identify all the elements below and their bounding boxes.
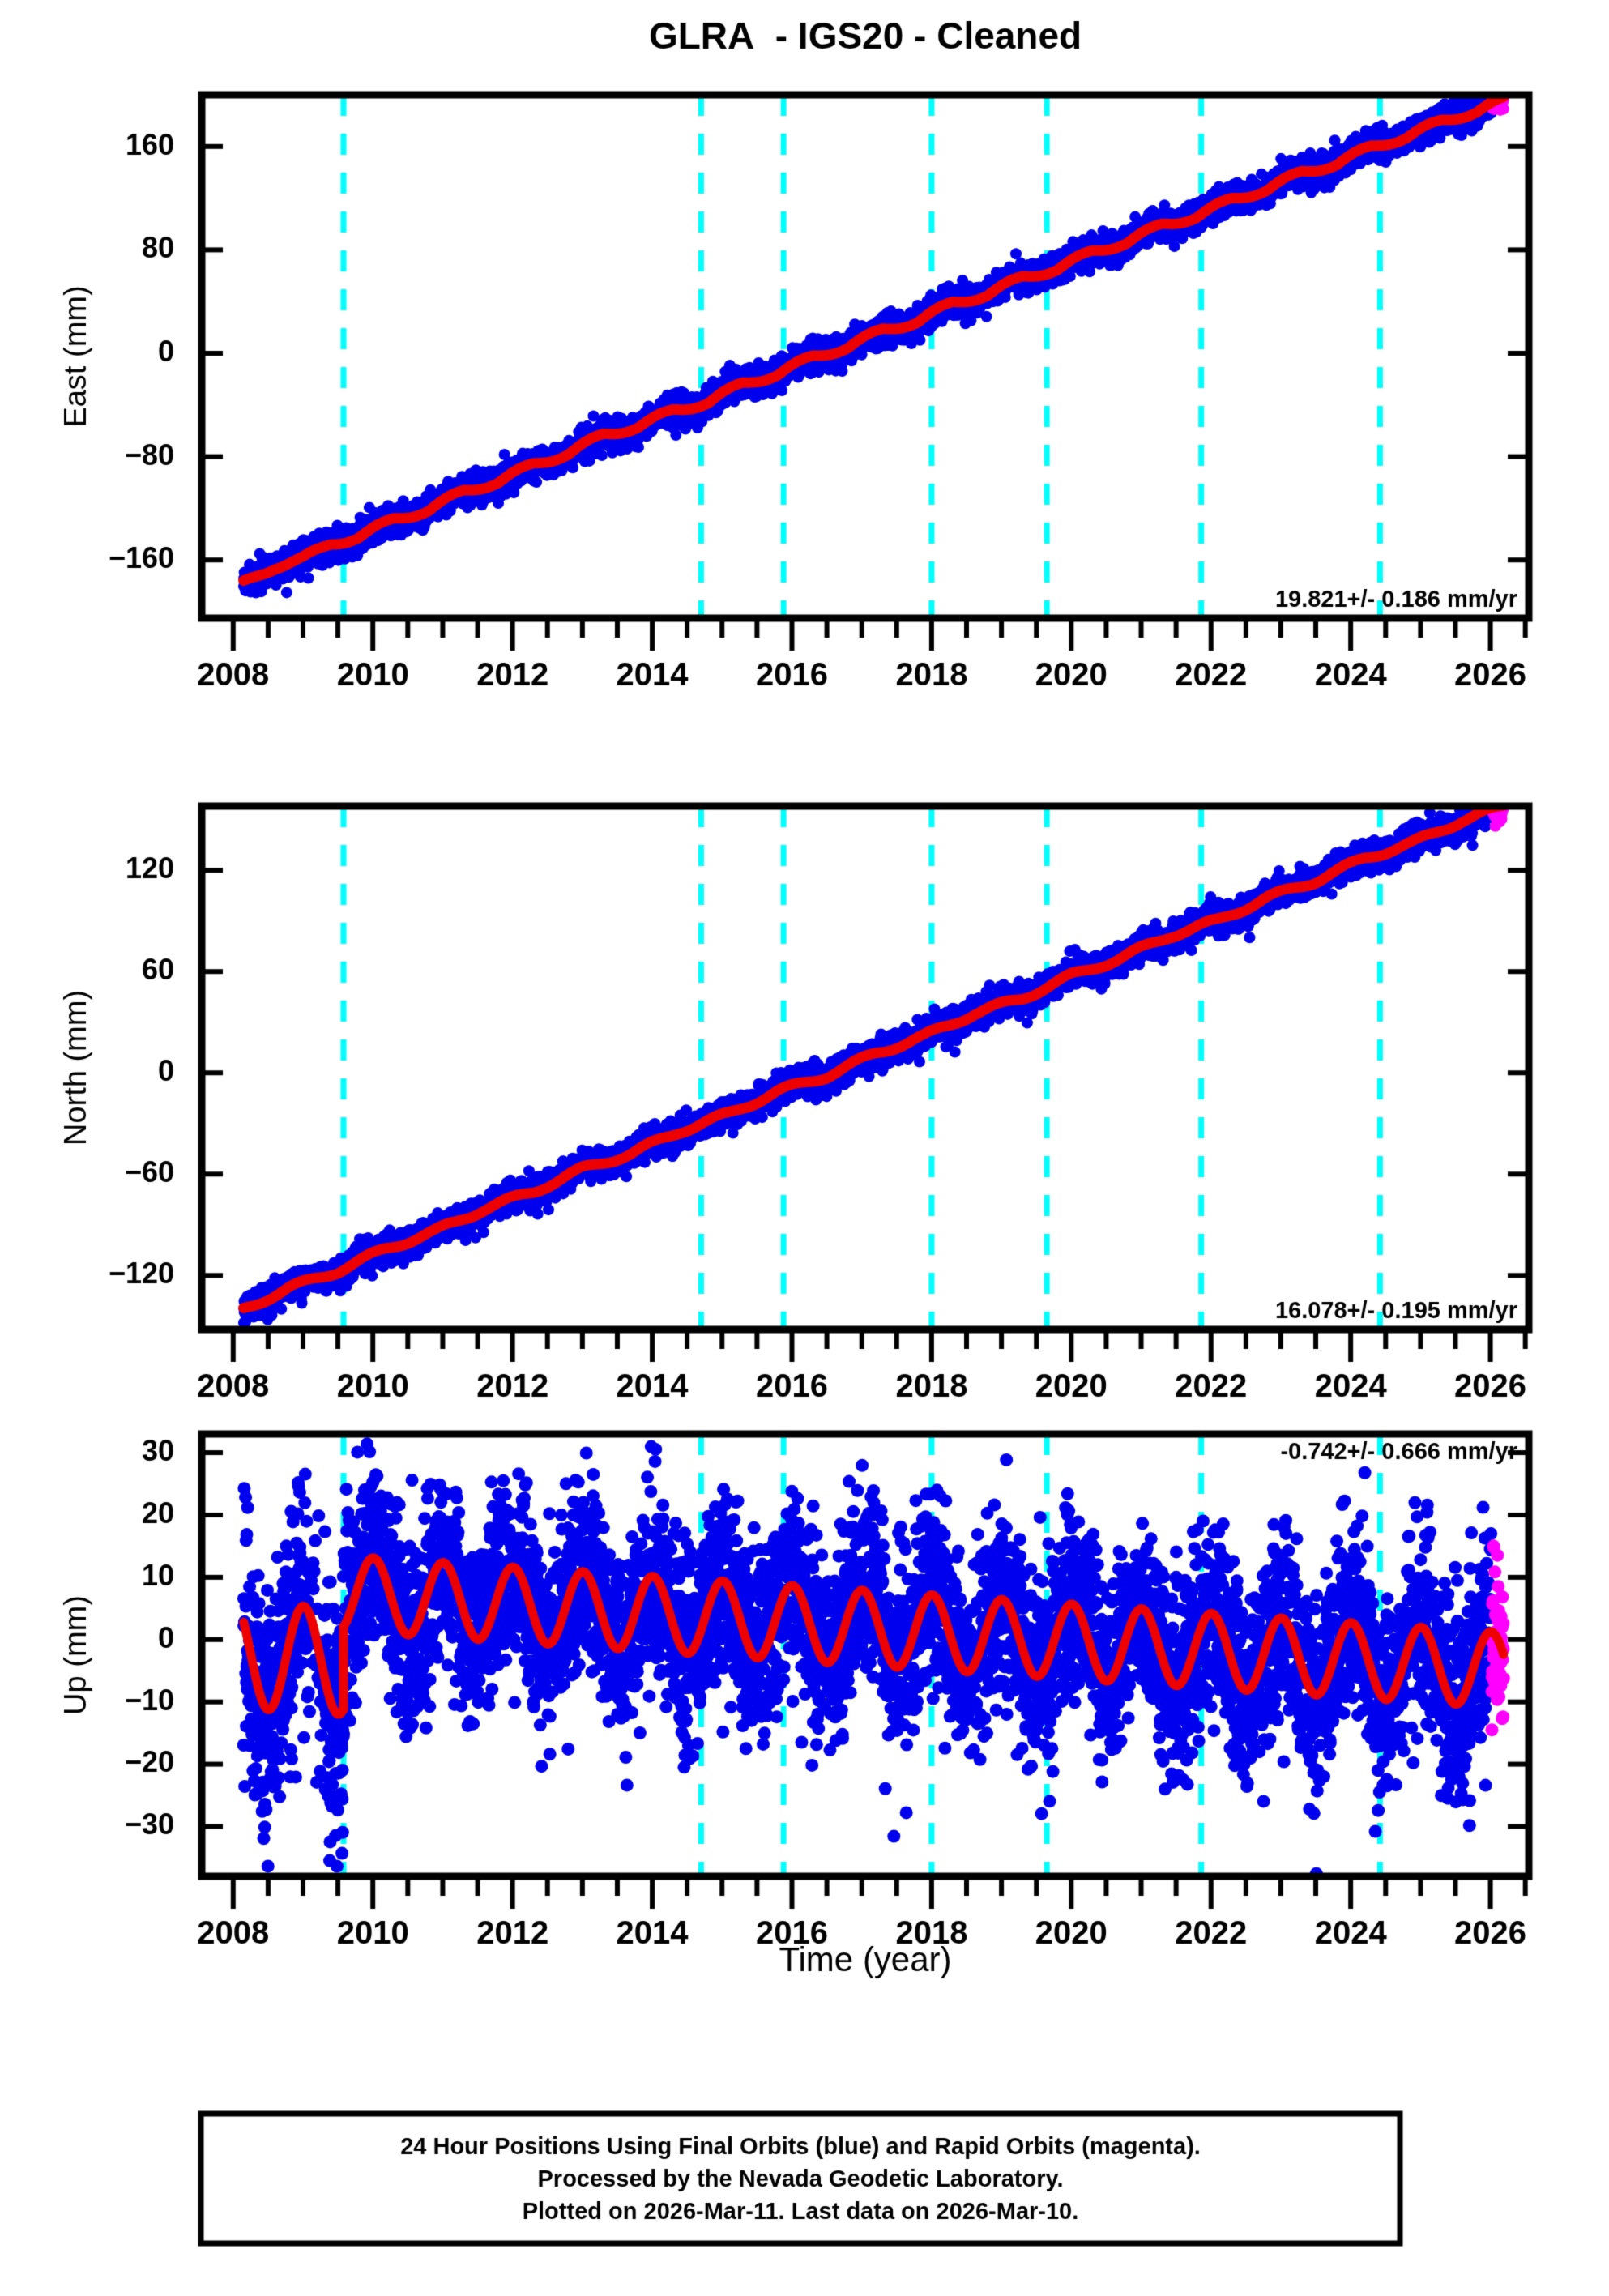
caption-line-dates: Plotted on 2026-Mar-11. Last data on 202… xyxy=(541,2198,1059,2223)
caption-line-processor: Processed by the Nevada Geodetic Laborat… xyxy=(556,2166,1045,2191)
caption-line-orbits: 24 Hour Positions Using Final Orbits (bl… xyxy=(428,2135,1173,2160)
